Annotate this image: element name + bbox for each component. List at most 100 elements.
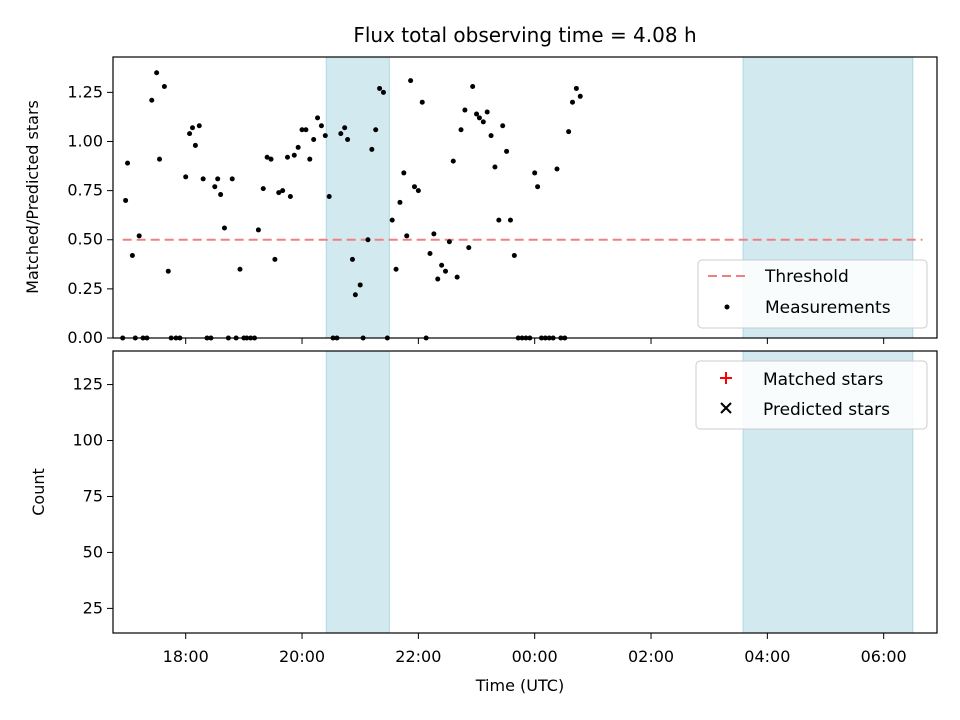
x-tick-label: 06:00 bbox=[861, 647, 907, 666]
measurement-point bbox=[349, 256, 355, 262]
top-shade-0 bbox=[325, 56, 390, 339]
measurement-point bbox=[165, 268, 171, 274]
measurement-point bbox=[401, 170, 407, 176]
measurement-point bbox=[149, 97, 155, 103]
measurement-point bbox=[404, 233, 410, 239]
measurement-point bbox=[291, 152, 297, 158]
measurement-point bbox=[474, 111, 480, 117]
measurement-point bbox=[315, 115, 321, 121]
measurement-point bbox=[345, 137, 351, 143]
measurement-point bbox=[450, 158, 456, 164]
measurement-point bbox=[427, 251, 433, 257]
measurement-point bbox=[535, 184, 541, 190]
measurement-point bbox=[357, 282, 363, 288]
top-legend-box bbox=[697, 259, 928, 329]
x-tick-label: 04:00 bbox=[744, 647, 790, 666]
bottom-y-ticks: 25 50 75 100 125 bbox=[72, 375, 113, 617]
bottom-x-ticks: 18:00 20:00 22:00 00:00 02:00 04:00 06:00 bbox=[163, 633, 907, 666]
measurement-point bbox=[280, 188, 286, 194]
measurement-point bbox=[476, 115, 482, 121]
measurement-point bbox=[311, 137, 317, 143]
measurement-point bbox=[229, 176, 235, 182]
measurement-point bbox=[125, 160, 131, 166]
bottom-y-axis-label: Count bbox=[29, 468, 48, 516]
measurement-point bbox=[212, 184, 218, 190]
measurement-point bbox=[566, 129, 572, 135]
measurement-point bbox=[276, 190, 282, 196]
measurement-point bbox=[408, 78, 414, 84]
top-y-tick-label: 0.25 bbox=[67, 279, 103, 298]
legend-measurements-swatch bbox=[724, 304, 730, 310]
measurement-point bbox=[470, 83, 476, 89]
count-panel: 25 50 75 100 125 18:00 20:00 22:00 00:00 02:00 04… bbox=[29, 350, 938, 695]
measurement-point bbox=[307, 156, 313, 162]
measurement-point bbox=[415, 188, 421, 194]
measurement-point bbox=[189, 125, 195, 131]
measurement-points bbox=[120, 70, 583, 341]
ratio-panel: 0.00 0.25 0.50 0.75 1.00 1.25 Flux total obse… bbox=[23, 23, 938, 347]
measurement-point bbox=[183, 174, 189, 180]
measurement-point bbox=[462, 107, 468, 113]
measurement-point bbox=[466, 245, 472, 251]
measurement-point bbox=[488, 133, 494, 139]
measurement-point bbox=[196, 123, 202, 129]
legend-measurements-label: Measurements bbox=[765, 298, 891, 318]
legend-predicted-label: Predicted stars bbox=[763, 400, 890, 420]
bottom-y-tick-label: 25 bbox=[83, 598, 103, 617]
bottom-legend-box bbox=[695, 360, 928, 430]
x-tick-label: 20:00 bbox=[279, 647, 325, 666]
measurement-point bbox=[500, 123, 506, 129]
measurement-point bbox=[187, 131, 193, 137]
measurement-point bbox=[393, 266, 399, 272]
top-y-tick-label: 0.00 bbox=[67, 328, 103, 347]
measurement-point bbox=[295, 144, 301, 150]
x-axis-label: Time (UTC) bbox=[475, 676, 564, 695]
measurement-point bbox=[369, 146, 375, 152]
measurement-point bbox=[255, 227, 261, 233]
x-tick-label: 00:00 bbox=[512, 647, 558, 666]
measurement-point bbox=[342, 125, 348, 131]
measurement-point bbox=[570, 99, 576, 105]
measurement-point bbox=[326, 194, 332, 200]
measurement-point bbox=[215, 176, 221, 182]
top-axes-frame bbox=[112, 56, 938, 339]
legend-predicted-swatch bbox=[720, 402, 732, 414]
measurement-point bbox=[577, 93, 583, 99]
measurement-point bbox=[446, 239, 452, 245]
measurement-point bbox=[284, 154, 290, 160]
measurement-point bbox=[511, 252, 517, 258]
measurement-point bbox=[287, 194, 293, 200]
top-y-tick-label: 0.50 bbox=[67, 230, 103, 249]
measurement-point bbox=[123, 197, 129, 203]
measurement-point bbox=[154, 70, 160, 76]
measurement-point bbox=[192, 142, 198, 148]
x-tick-label: 02:00 bbox=[628, 647, 674, 666]
measurement-point bbox=[377, 85, 383, 91]
measurement-point bbox=[504, 148, 510, 154]
measurement-point bbox=[435, 276, 441, 282]
bottom-y-tick-label: 75 bbox=[83, 486, 103, 505]
top-y-tick-label: 1.25 bbox=[67, 82, 103, 101]
measurement-point bbox=[419, 99, 425, 105]
measurement-point bbox=[200, 176, 206, 182]
measurement-point bbox=[373, 127, 379, 133]
measurement-point bbox=[318, 123, 324, 129]
measurement-point bbox=[458, 127, 464, 133]
measurement-point bbox=[260, 186, 266, 192]
top-y-tick-label: 1.00 bbox=[67, 131, 103, 150]
x-tick-label: 22:00 bbox=[395, 647, 441, 666]
bottom-axes-frame bbox=[112, 350, 938, 634]
measurement-point bbox=[268, 156, 274, 162]
measurement-point bbox=[431, 231, 437, 237]
measurement-point bbox=[161, 83, 167, 89]
top-y-axis-label: Matched/Predicted stars bbox=[23, 100, 42, 294]
top-y-ticks: 0.00 0.25 0.50 0.75 1.00 1.25 bbox=[67, 82, 113, 347]
measurement-point bbox=[272, 256, 278, 262]
measurement-point bbox=[157, 156, 163, 162]
x-tick-label: 18:00 bbox=[163, 647, 209, 666]
legend-matched-swatch bbox=[720, 372, 732, 384]
top-x-ticks bbox=[185, 338, 885, 344]
measurement-point bbox=[365, 237, 371, 243]
bottom-legend: Matched stars Predicted stars bbox=[695, 360, 928, 430]
measurement-point bbox=[264, 154, 270, 160]
